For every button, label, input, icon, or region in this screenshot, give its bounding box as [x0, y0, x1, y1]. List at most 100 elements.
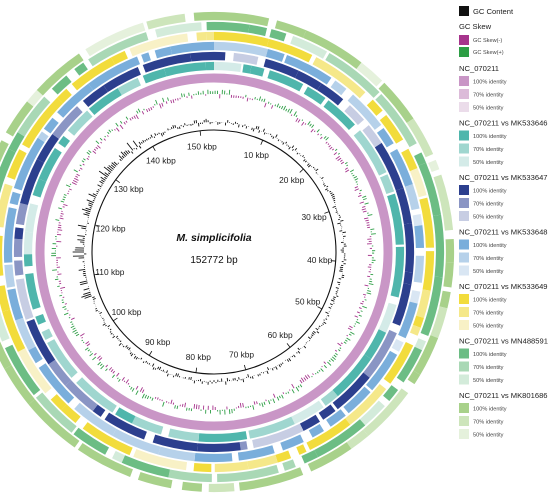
kbp-tick — [286, 343, 291, 348]
identity-arc — [74, 402, 117, 436]
gc-skew-bar — [81, 160, 85, 163]
gc-skew-bar — [60, 215, 63, 217]
gc-content-bar — [147, 137, 150, 140]
gc-content-bar — [321, 324, 323, 327]
identity-arc — [23, 254, 33, 267]
gc-skew-bar — [107, 135, 109, 137]
gc-content-bar — [131, 151, 134, 154]
gc-skew-bar — [283, 105, 286, 111]
gc-skew-bar — [271, 105, 274, 109]
gc-skew-bar — [252, 405, 255, 410]
gc-content-bar — [247, 374, 250, 378]
gc-skew-bar — [74, 331, 79, 335]
gc-content-bar — [135, 147, 138, 150]
identity-arc — [213, 21, 250, 33]
gc-skew-bar — [193, 403, 196, 409]
legend-gc-content: GC Content — [473, 7, 514, 16]
gc-skew-bar — [354, 186, 359, 189]
gc-skew-bar — [107, 131, 110, 135]
gc-skew-bar — [327, 143, 330, 145]
gc-skew-bar — [135, 390, 139, 396]
gc-skew-bar — [70, 325, 75, 329]
gc-content-bar — [85, 211, 90, 215]
gc-content-bar — [263, 132, 266, 135]
identity-arc — [104, 412, 147, 440]
gc-skew-bar — [111, 129, 114, 132]
gc-content-bar — [326, 190, 329, 192]
identity-arc — [323, 100, 355, 131]
identity-arc — [88, 32, 149, 67]
gc-skew-bar — [309, 123, 312, 127]
gc-skew-bar — [258, 96, 262, 101]
gc-content-bar — [245, 126, 248, 129]
gc-content-bar — [77, 239, 85, 241]
gc-skew-bar — [129, 118, 132, 121]
identity-arc — [41, 328, 53, 341]
identity-arc — [430, 306, 448, 339]
gc-skew-bar — [154, 103, 156, 106]
gc-content-bar — [342, 231, 347, 234]
gc-skew-bar — [114, 128, 116, 131]
gc-skew-bar — [141, 111, 145, 115]
gc-skew-bar — [304, 375, 309, 380]
gc-skew-bar — [79, 167, 83, 170]
gc-content-bar — [271, 368, 274, 371]
gc-content-bar — [262, 128, 265, 132]
gc-content-bar — [133, 355, 137, 359]
identity-arc — [291, 400, 324, 425]
gc-content-bar — [99, 311, 103, 314]
kbp-tick — [243, 364, 247, 370]
kbp-tick — [195, 367, 198, 373]
identity-arc — [170, 41, 215, 55]
gc-content-bar — [288, 358, 292, 362]
identity-arc — [379, 174, 395, 194]
gc-skew-bar — [195, 404, 198, 410]
gc-content-bar — [156, 133, 159, 136]
gc-skew-bar — [362, 305, 368, 309]
gc-skew-bar — [110, 369, 114, 373]
gc-skew-bar — [177, 98, 179, 101]
gc-skew-bar — [100, 141, 103, 144]
legend-swatch — [459, 76, 469, 86]
identity-arc — [401, 148, 418, 172]
gc-skew-bar — [301, 121, 305, 126]
identity-arc — [88, 56, 141, 91]
identity-arc — [131, 416, 164, 435]
gc-skew-bar — [105, 368, 108, 372]
identity-arc — [233, 52, 259, 65]
identity-arc — [383, 341, 414, 384]
gc-content-bar — [130, 353, 134, 357]
gc-content-bar — [81, 227, 87, 230]
gc-skew-bar — [246, 97, 249, 102]
gc-skew-bar — [70, 321, 73, 323]
gc-content-bar — [174, 125, 177, 128]
gc-skew-bar — [256, 401, 258, 405]
identity-arc — [198, 431, 248, 443]
genome-length: 152772 bp — [190, 255, 238, 266]
kbp-ticks — [94, 130, 336, 373]
gc-skew-bar — [74, 177, 79, 181]
identity-arc — [32, 178, 47, 198]
gc-content-bar — [138, 141, 142, 145]
gc-skew-bar — [253, 401, 256, 405]
identity-arc — [432, 214, 445, 278]
identity-arc — [359, 400, 385, 426]
gc-skew-bar — [144, 394, 147, 399]
gc-skew-bar — [119, 124, 124, 130]
identity-arc — [266, 38, 313, 63]
kbp-tick — [317, 306, 323, 310]
gc-content-bar — [330, 192, 333, 195]
gc-content-bar — [275, 366, 278, 370]
gc-content-bar — [277, 139, 280, 142]
gc-skew-bar — [334, 349, 338, 352]
gc-content-bar — [321, 177, 324, 180]
identity-arc — [439, 290, 451, 309]
gc-content-bar — [138, 358, 140, 360]
gc-content-bar — [102, 317, 104, 320]
gc-content-bar — [315, 168, 319, 172]
gc-content-bar — [293, 354, 296, 358]
gc-content-bar — [311, 332, 315, 335]
gc-content-bar — [92, 193, 98, 197]
gc-skew-bar — [316, 129, 320, 133]
legend: GC Content GC Skew GC Skew(-) GC Skew(+)… — [459, 6, 548, 439]
